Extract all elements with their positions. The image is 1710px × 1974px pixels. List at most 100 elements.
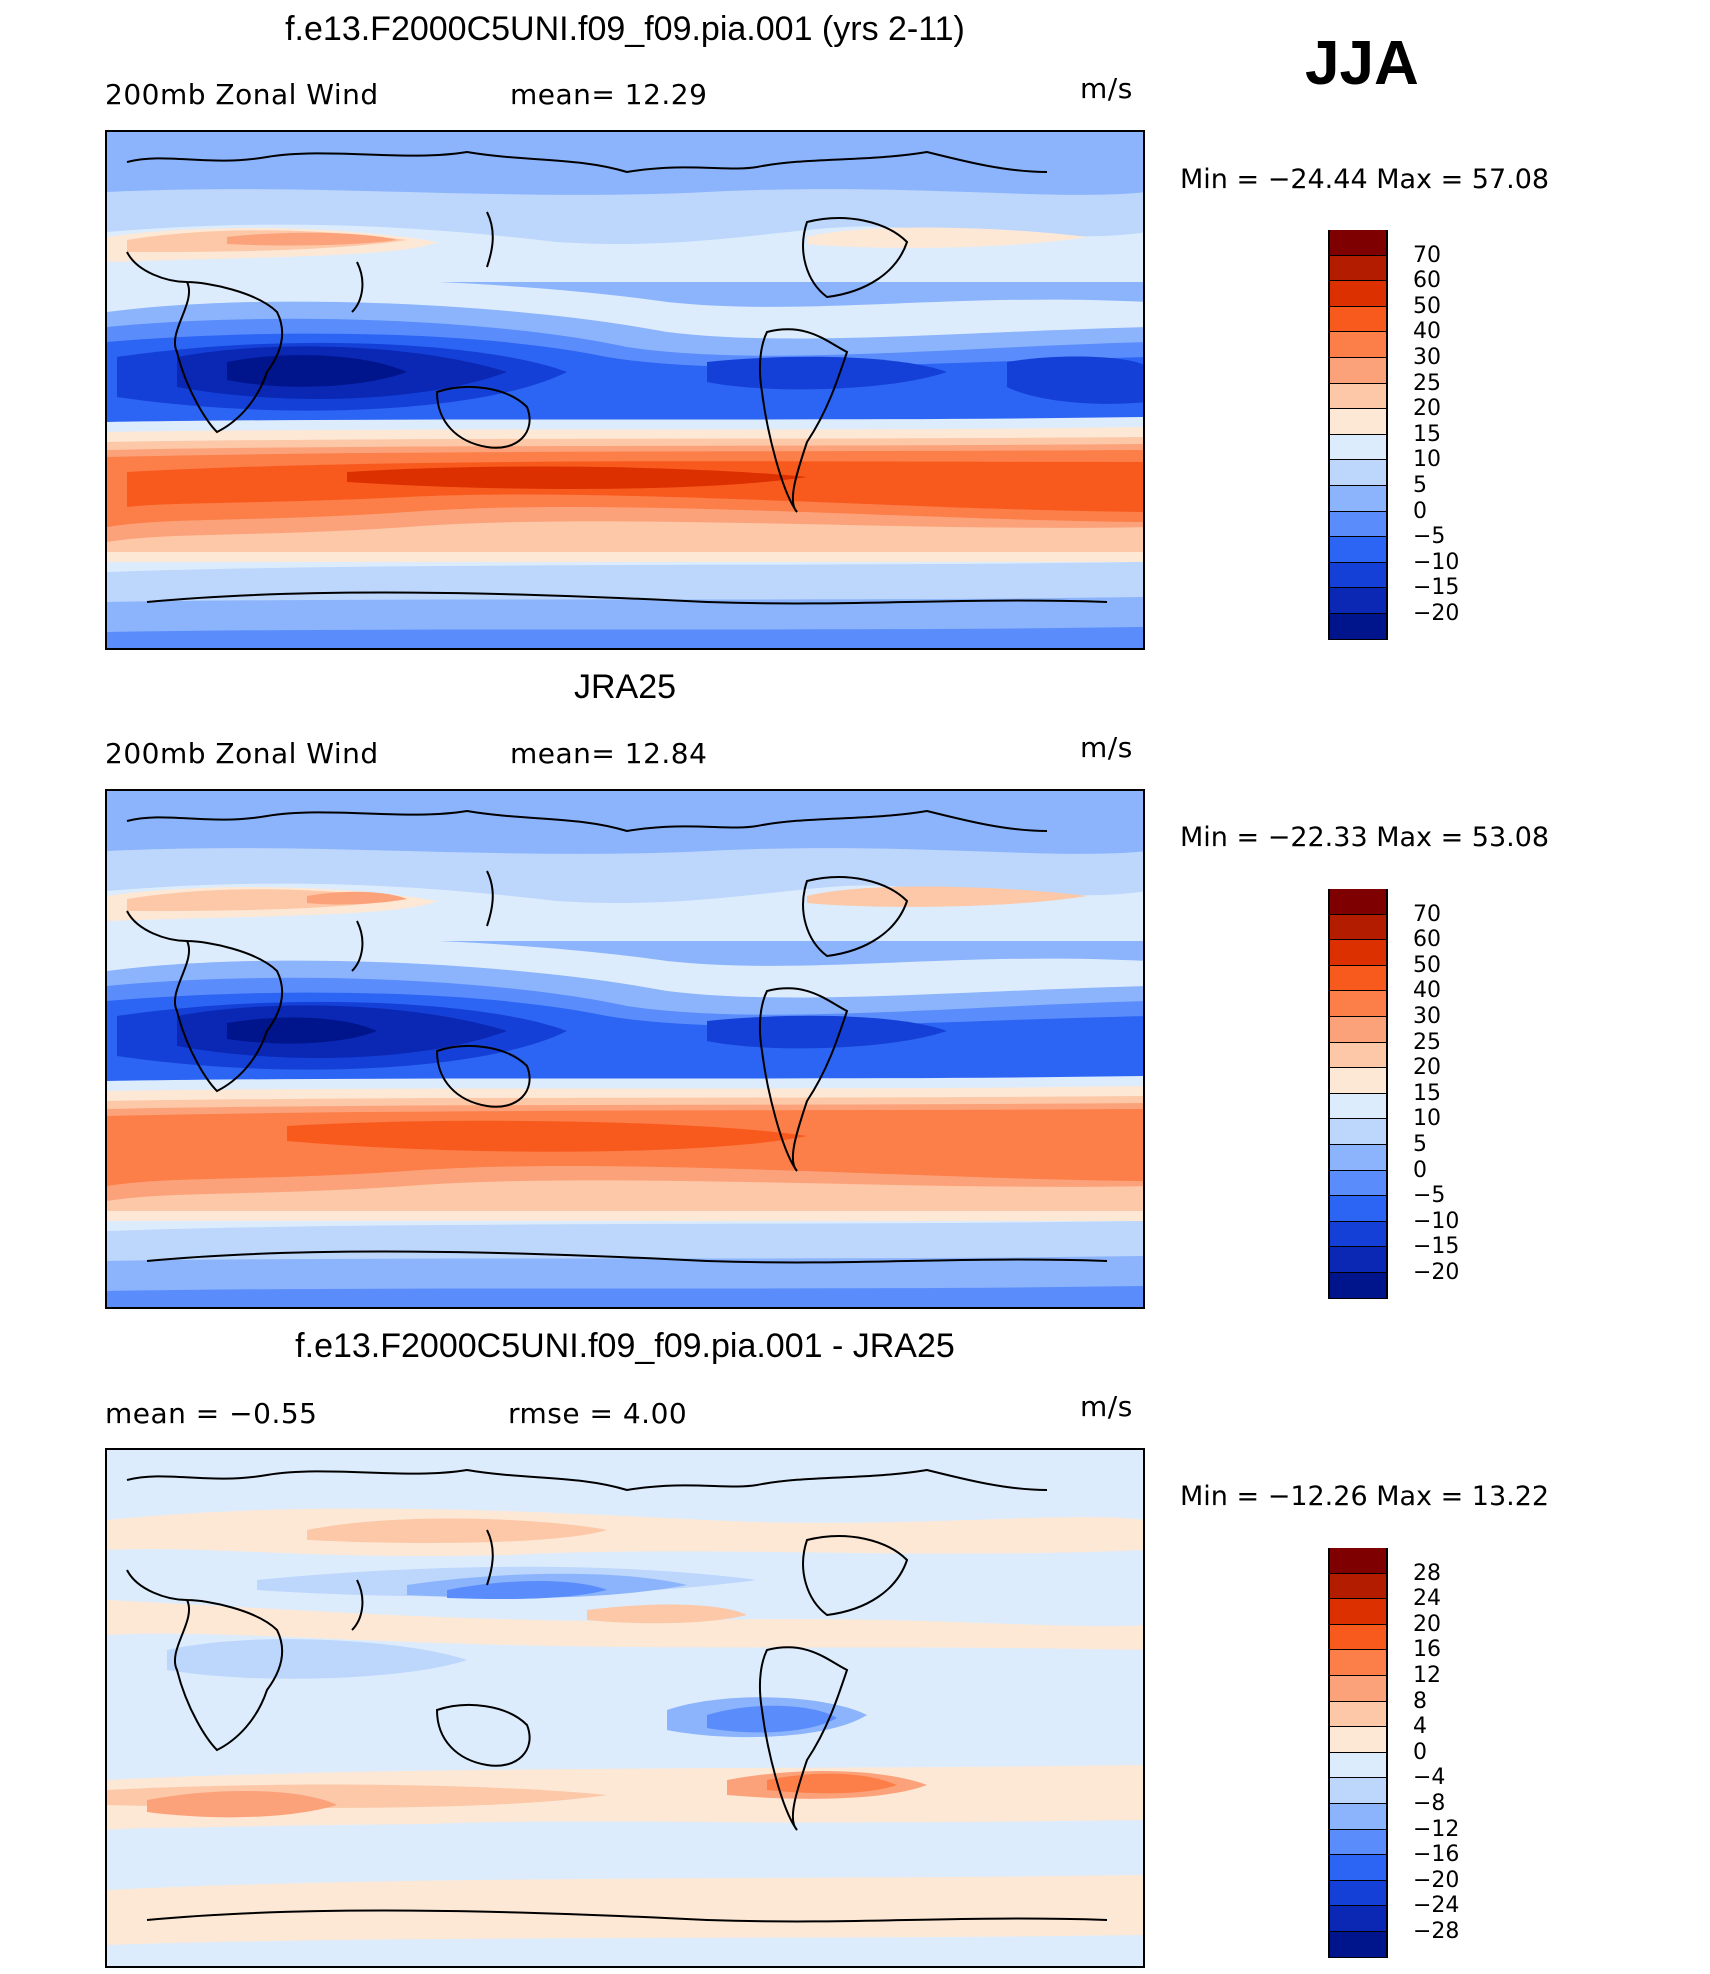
cbar2-swatch-7 bbox=[1328, 1042, 1388, 1069]
panel-3-units: m/s bbox=[1080, 1390, 1133, 1423]
cbar1-swatch-6 bbox=[1328, 358, 1388, 384]
cbar1-tick: 5 bbox=[1413, 473, 1427, 498]
cbar1-tick: −20 bbox=[1413, 601, 1460, 626]
cbar1-tick: 60 bbox=[1413, 268, 1441, 294]
cbar1-swatch-7 bbox=[1328, 383, 1388, 410]
cbar2-swatch-12 bbox=[1328, 1170, 1388, 1197]
cbar2-swatch-3 bbox=[1328, 940, 1388, 966]
cbar3-swatch-3 bbox=[1328, 1599, 1388, 1625]
cbar3-swatch-5 bbox=[1328, 1650, 1388, 1676]
cbar2-swatch-5 bbox=[1328, 991, 1388, 1017]
panel-2-title: JRA25 bbox=[573, 668, 677, 706]
cbar1-tick: 0 bbox=[1413, 498, 1427, 524]
cbar1-swatch-10 bbox=[1328, 460, 1388, 486]
cbar3-tick: −4 bbox=[1413, 1765, 1446, 1791]
panel-3-title: f.e13.F2000C5UNI.f09_f09.pia.001 - JRA25 bbox=[295, 1327, 955, 1365]
cbar1-swatch-13 bbox=[1328, 537, 1388, 563]
cbar2-tick: 0 bbox=[1413, 1157, 1427, 1183]
cbar2-swatch-9 bbox=[1328, 1093, 1388, 1120]
cbar3-swatch-7 bbox=[1328, 1701, 1388, 1728]
cbar1-swatch-8 bbox=[1328, 409, 1388, 435]
cbar3-tick: −20 bbox=[1413, 1867, 1460, 1893]
cbar3-swatch-10 bbox=[1328, 1778, 1388, 1804]
cbar3-swatch-6 bbox=[1328, 1676, 1388, 1702]
cbar3-swatch-14 bbox=[1328, 1880, 1388, 1907]
cbar2-tick: 70 bbox=[1413, 901, 1441, 927]
cbar3-tick: 24 bbox=[1413, 1586, 1441, 1612]
cbar2-tick: −20 bbox=[1413, 1260, 1460, 1285]
cbar1-tick: −5 bbox=[1413, 524, 1446, 550]
cbar2-swatch-13 bbox=[1328, 1196, 1388, 1222]
cbar3-swatch-16 bbox=[1328, 1932, 1388, 1958]
cbar2-tick: 60 bbox=[1413, 927, 1441, 953]
cbar2-swatch-11 bbox=[1328, 1145, 1388, 1171]
panel-1-title: f.e13.F2000C5UNI.f09_f09.pia.001 (yrs 2-… bbox=[285, 10, 965, 48]
cbar2-swatch-6 bbox=[1328, 1017, 1388, 1043]
cbar3-tick: 12 bbox=[1413, 1663, 1441, 1688]
panel-3-difference-map bbox=[105, 1448, 1145, 1968]
cbar1-swatch-11 bbox=[1328, 486, 1388, 512]
panel-2-units: m/s bbox=[1080, 731, 1133, 764]
cbar1-swatch-12 bbox=[1328, 511, 1388, 538]
cbar1-tick: 50 bbox=[1413, 293, 1441, 319]
cbar2-tick: 30 bbox=[1413, 1004, 1441, 1029]
cbar3-swatch-1 bbox=[1328, 1548, 1388, 1574]
cbar2-swatch-1 bbox=[1328, 889, 1388, 915]
cbar3-swatch-11 bbox=[1328, 1804, 1388, 1830]
cbar2-swatch-14 bbox=[1328, 1221, 1388, 1248]
cbar3-tick: 4 bbox=[1413, 1714, 1427, 1740]
panel-1-model-wind-map bbox=[105, 130, 1145, 650]
cbar3-swatch-9 bbox=[1328, 1752, 1388, 1779]
cbar2-swatch-10 bbox=[1328, 1119, 1388, 1145]
panel-1-units: m/s bbox=[1080, 72, 1133, 105]
cbar3-tick: 8 bbox=[1413, 1688, 1427, 1714]
cbar1-swatch-2 bbox=[1328, 255, 1388, 282]
cbar1-tick: −15 bbox=[1413, 575, 1460, 601]
cbar1-tick: 25 bbox=[1413, 370, 1441, 396]
cbar2-tick: 10 bbox=[1413, 1106, 1441, 1132]
cbar2-tick: 15 bbox=[1413, 1080, 1441, 1106]
cbar1-swatch-14 bbox=[1328, 562, 1388, 589]
cbar1-swatch-3 bbox=[1328, 281, 1388, 307]
cbar1-tick: −10 bbox=[1413, 549, 1460, 575]
cbar2-swatch-4 bbox=[1328, 965, 1388, 992]
cbar2-tick: 5 bbox=[1413, 1132, 1427, 1157]
cbar3-tick: −28 bbox=[1413, 1919, 1460, 1944]
cbar2-tick: −15 bbox=[1413, 1234, 1460, 1260]
cbar2-tick: 25 bbox=[1413, 1029, 1441, 1055]
cbar1-tick: 20 bbox=[1413, 396, 1441, 422]
cbar3-tick: 28 bbox=[1413, 1560, 1441, 1586]
cbar2-tick: −5 bbox=[1413, 1183, 1446, 1209]
cbar1-swatch-4 bbox=[1328, 306, 1388, 333]
panel-3-mean-label: mean = −0.55 bbox=[105, 1397, 318, 1430]
cbar2-tick: 50 bbox=[1413, 952, 1441, 978]
panel-2-mean-label: mean= 12.84 bbox=[510, 737, 708, 770]
cbar1-tick: 40 bbox=[1413, 319, 1441, 345]
cbar2-swatch-16 bbox=[1328, 1273, 1388, 1299]
cbar3-tick: 20 bbox=[1413, 1611, 1441, 1637]
cbar1-tick: 10 bbox=[1413, 447, 1441, 473]
cbar1-swatch-9 bbox=[1328, 434, 1388, 461]
panel-2-jra25-wind-map bbox=[105, 789, 1145, 1309]
cbar3-swatch-8 bbox=[1328, 1727, 1388, 1753]
panel-2-left-label: 200mb Zonal Wind bbox=[105, 737, 379, 770]
cbar3-tick: −8 bbox=[1413, 1791, 1446, 1816]
panel-2-minmax: Min = −22.33 Max = 53.08 bbox=[1180, 822, 1550, 853]
cbar1-tick: 70 bbox=[1413, 242, 1441, 268]
cbar3-tick: 0 bbox=[1413, 1739, 1427, 1765]
cbar2-swatch-15 bbox=[1328, 1247, 1388, 1273]
cbar1-swatch-1 bbox=[1328, 230, 1388, 256]
cbar3-swatch-12 bbox=[1328, 1829, 1388, 1856]
cbar3-swatch-4 bbox=[1328, 1624, 1388, 1651]
cbar2-swatch-8 bbox=[1328, 1068, 1388, 1094]
cbar3-tick: −16 bbox=[1413, 1842, 1460, 1868]
cbar1-swatch-15 bbox=[1328, 588, 1388, 614]
cbar1-tick: 15 bbox=[1413, 421, 1441, 447]
cbar1-tick: 30 bbox=[1413, 345, 1441, 370]
cbar2-tick: −10 bbox=[1413, 1208, 1460, 1234]
cbar2-swatch-2 bbox=[1328, 914, 1388, 941]
panel-1-minmax: Min = −24.44 Max = 57.08 bbox=[1180, 164, 1550, 195]
panel-3-minmax: Min = −12.26 Max = 13.22 bbox=[1180, 1481, 1550, 1512]
cbar1-swatch-16 bbox=[1328, 614, 1388, 640]
cbar3-tick: −12 bbox=[1413, 1816, 1460, 1842]
